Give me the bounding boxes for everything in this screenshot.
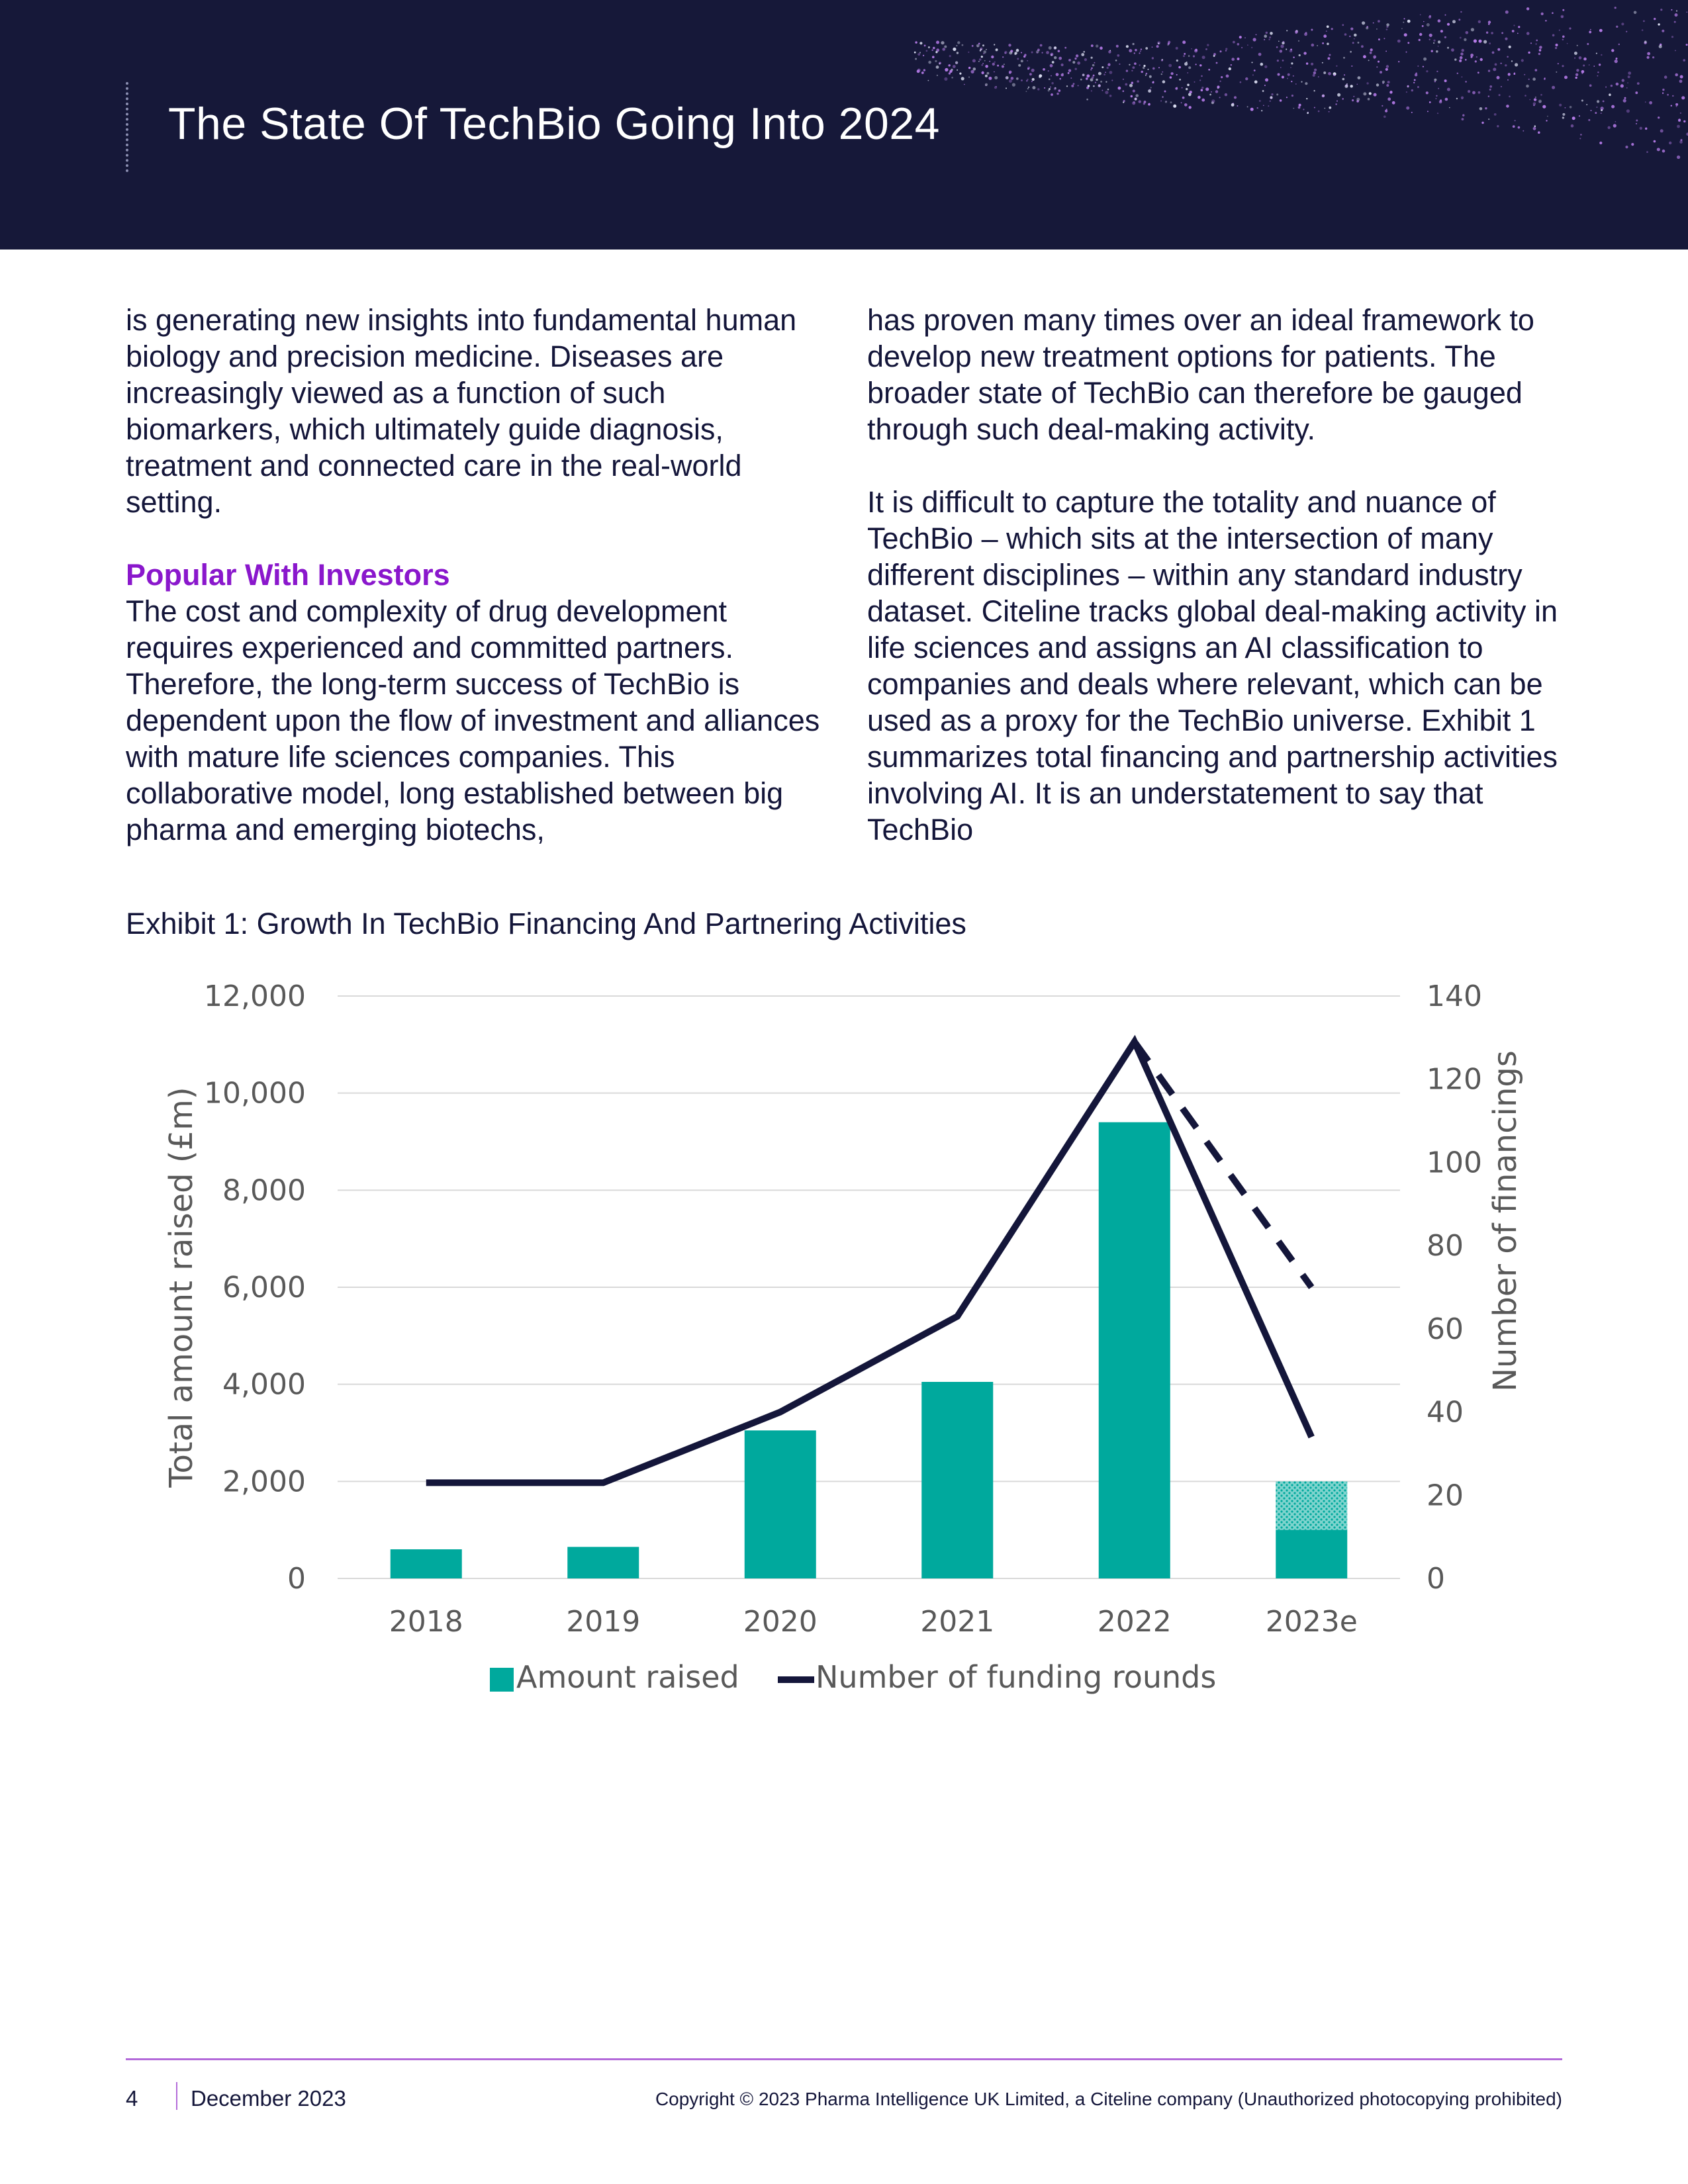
exhibit-caption: Exhibit 1: Growth In TechBio Financing A…: [126, 907, 966, 940]
bar: [921, 1382, 994, 1578]
x-tick-label: 2019: [566, 1605, 640, 1639]
series-line-projection: [1131, 1040, 1315, 1289]
page-header: The State Of TechBio Going Into 2024: [0, 0, 1688, 250]
footer-separator: [176, 2082, 177, 2110]
y-tick-label: 10,000: [204, 1077, 306, 1111]
y2-tick-label: 20: [1427, 1479, 1464, 1512]
legend-label: Number of funding rounds: [816, 1659, 1216, 1695]
y2-tick-label: 80: [1427, 1229, 1464, 1263]
left-column: is generating new insights into fundamen…: [126, 302, 821, 848]
page-title: The State Of TechBio Going Into 2024: [168, 99, 940, 149]
y-tick-label: 2,000: [222, 1465, 306, 1498]
bar-estimate: [1276, 1481, 1348, 1530]
right-column: has proven many times over an ideal fram…: [867, 302, 1562, 848]
footer-date: December 2023: [191, 2086, 346, 2111]
y2-tick-label: 60: [1427, 1312, 1464, 1346]
bar: [744, 1430, 816, 1578]
body-paragraph: It is difficult to capture the totality …: [867, 485, 1558, 846]
body-paragraph: has proven many times over an ideal fram…: [867, 303, 1534, 446]
y-tick-label: 8,000: [222, 1173, 306, 1207]
y2-tick-label: 0: [1427, 1562, 1445, 1596]
x-tick-label: 2023e: [1266, 1605, 1358, 1639]
body-paragraph: The cost and complexity of drug developm…: [126, 594, 820, 846]
page-number: 4: [126, 2086, 138, 2111]
y-axis-label: Total amount raised (£m): [163, 1087, 200, 1488]
section-subheading: Popular With Investors: [126, 558, 450, 592]
bar: [567, 1547, 639, 1578]
x-tick-label: 2018: [389, 1605, 463, 1639]
y2-tick-label: 120: [1427, 1063, 1482, 1097]
body-paragraph: is generating new insights into fundamen…: [126, 303, 797, 519]
copyright-notice: Copyright © 2023 Pharma Intelligence UK …: [655, 2089, 1562, 2109]
footer-divider: [126, 2058, 1562, 2060]
y2-axis-label: Number of financings: [1487, 1050, 1524, 1392]
y-tick-label: 12,000: [204, 979, 306, 1013]
header-dotted-rule: [126, 82, 131, 172]
y2-tick-label: 100: [1427, 1146, 1482, 1179]
y-tick-label: 6,000: [222, 1271, 306, 1304]
legend-label: Amount raised: [516, 1659, 739, 1695]
y-tick-label: 4,000: [222, 1368, 306, 1402]
x-tick-label: 2020: [743, 1605, 818, 1639]
decorative-particle-wave: [914, 7, 1688, 159]
legend-swatch-bar: [490, 1668, 514, 1692]
y-tick-label: 0: [287, 1562, 306, 1596]
financing-chart: 0 2,000 4,000 6,000 8,000 10,000 12,000 0 20 40 6…: [163, 979, 1524, 1695]
y2-tick-label: 40: [1427, 1396, 1464, 1430]
bar: [1098, 1122, 1170, 1578]
bar: [390, 1549, 462, 1578]
series-line: [426, 1034, 1315, 1486]
y2-tick-label: 140: [1427, 979, 1482, 1013]
bar: [1276, 1529, 1348, 1578]
x-tick-label: 2021: [920, 1605, 994, 1639]
x-tick-label: 2022: [1098, 1605, 1172, 1639]
